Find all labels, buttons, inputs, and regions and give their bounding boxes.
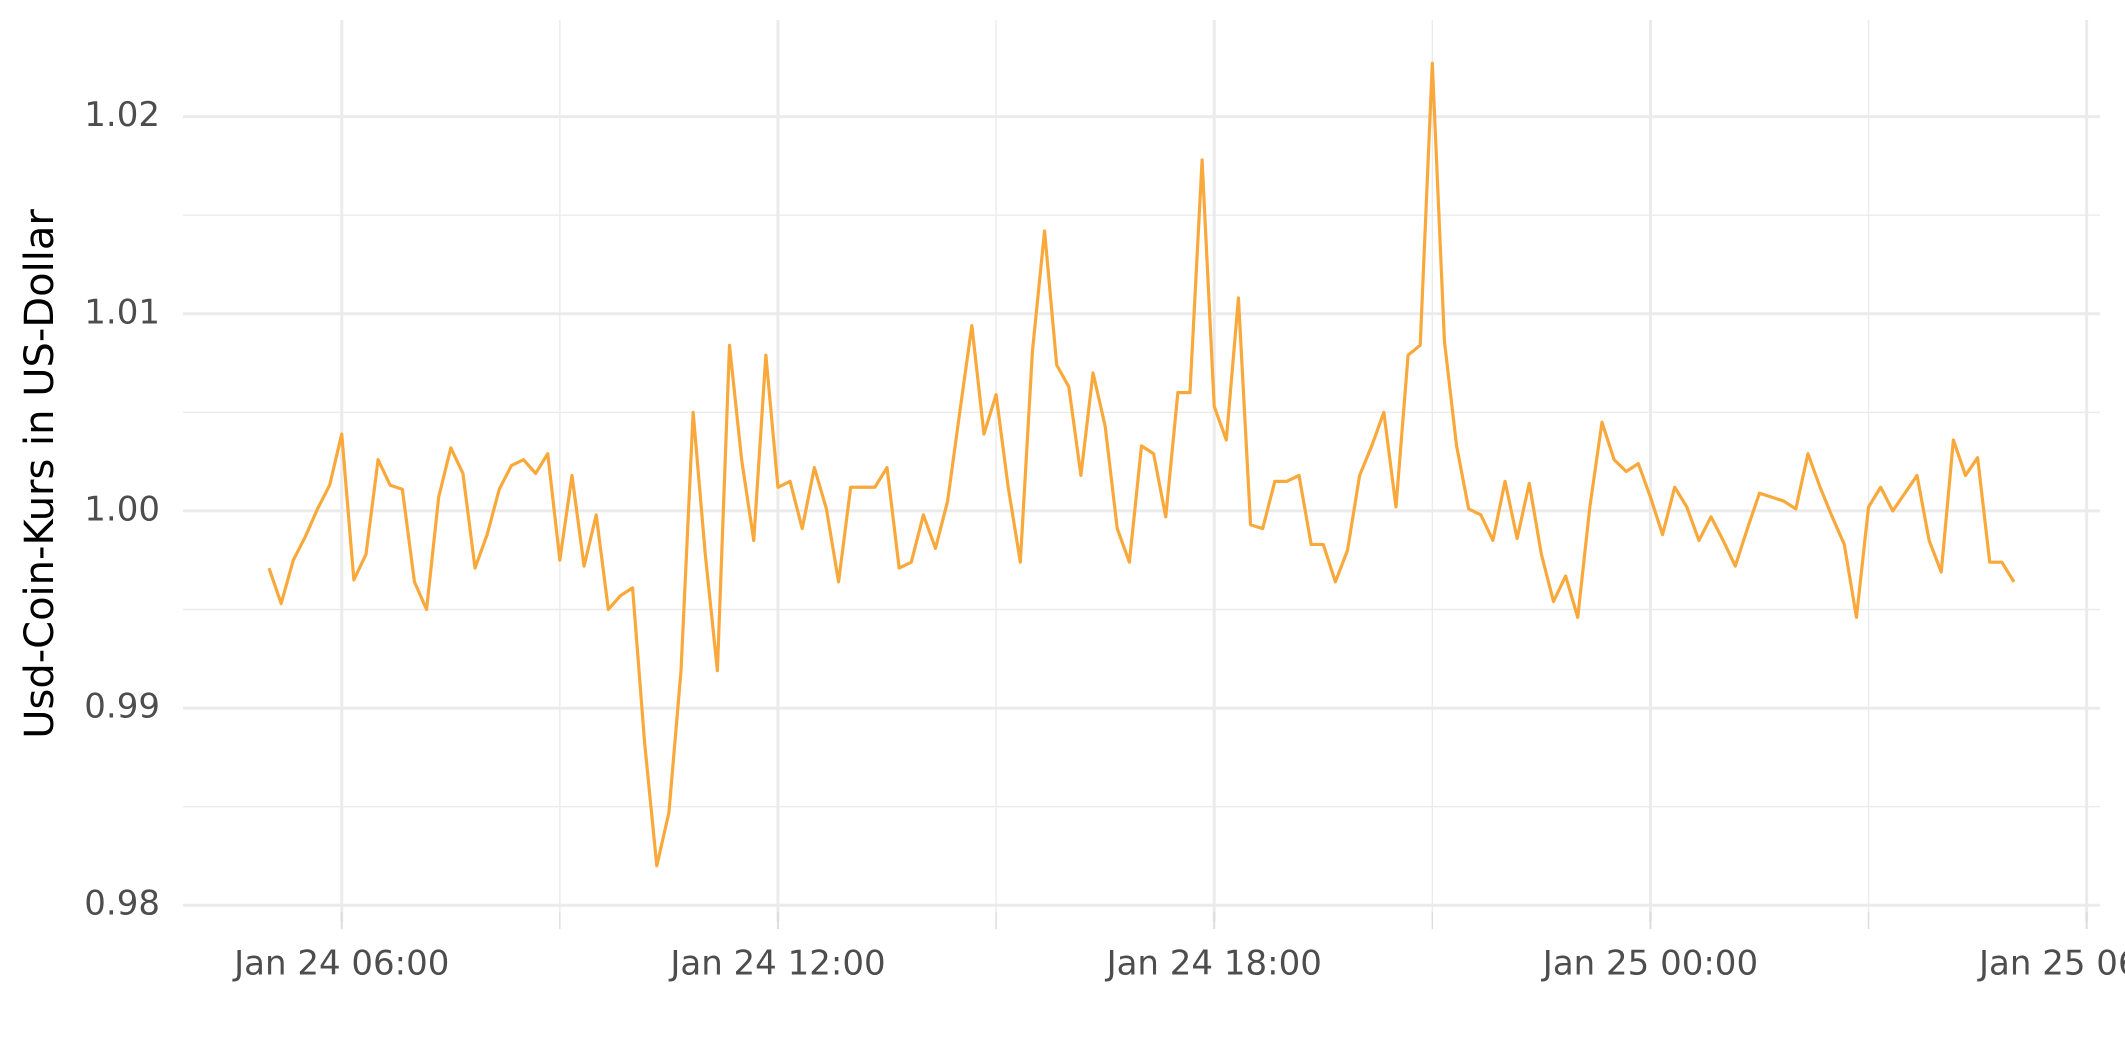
y-tick-label: 0.98 <box>84 884 160 924</box>
x-tick-label: Jan 24 06:00 <box>232 944 449 984</box>
x-tick-label: Jan 24 12:00 <box>668 944 885 984</box>
data-line <box>267 61 2016 868</box>
x-tick-label: Jan 25 00:00 <box>1541 944 1758 984</box>
y-tick-label: 1.01 <box>84 292 160 332</box>
y-axis-title: Usd-Coin-Kurs in US-Dollar <box>17 209 63 739</box>
x-tick-label: Jan 25 06:00 <box>1977 944 2125 984</box>
x-tick-label: Jan 24 18:00 <box>1105 944 1322 984</box>
y-tick-label: 0.99 <box>84 687 160 727</box>
y-tick-label: 1.02 <box>84 95 160 135</box>
y-tick-label: 1.00 <box>84 489 160 529</box>
